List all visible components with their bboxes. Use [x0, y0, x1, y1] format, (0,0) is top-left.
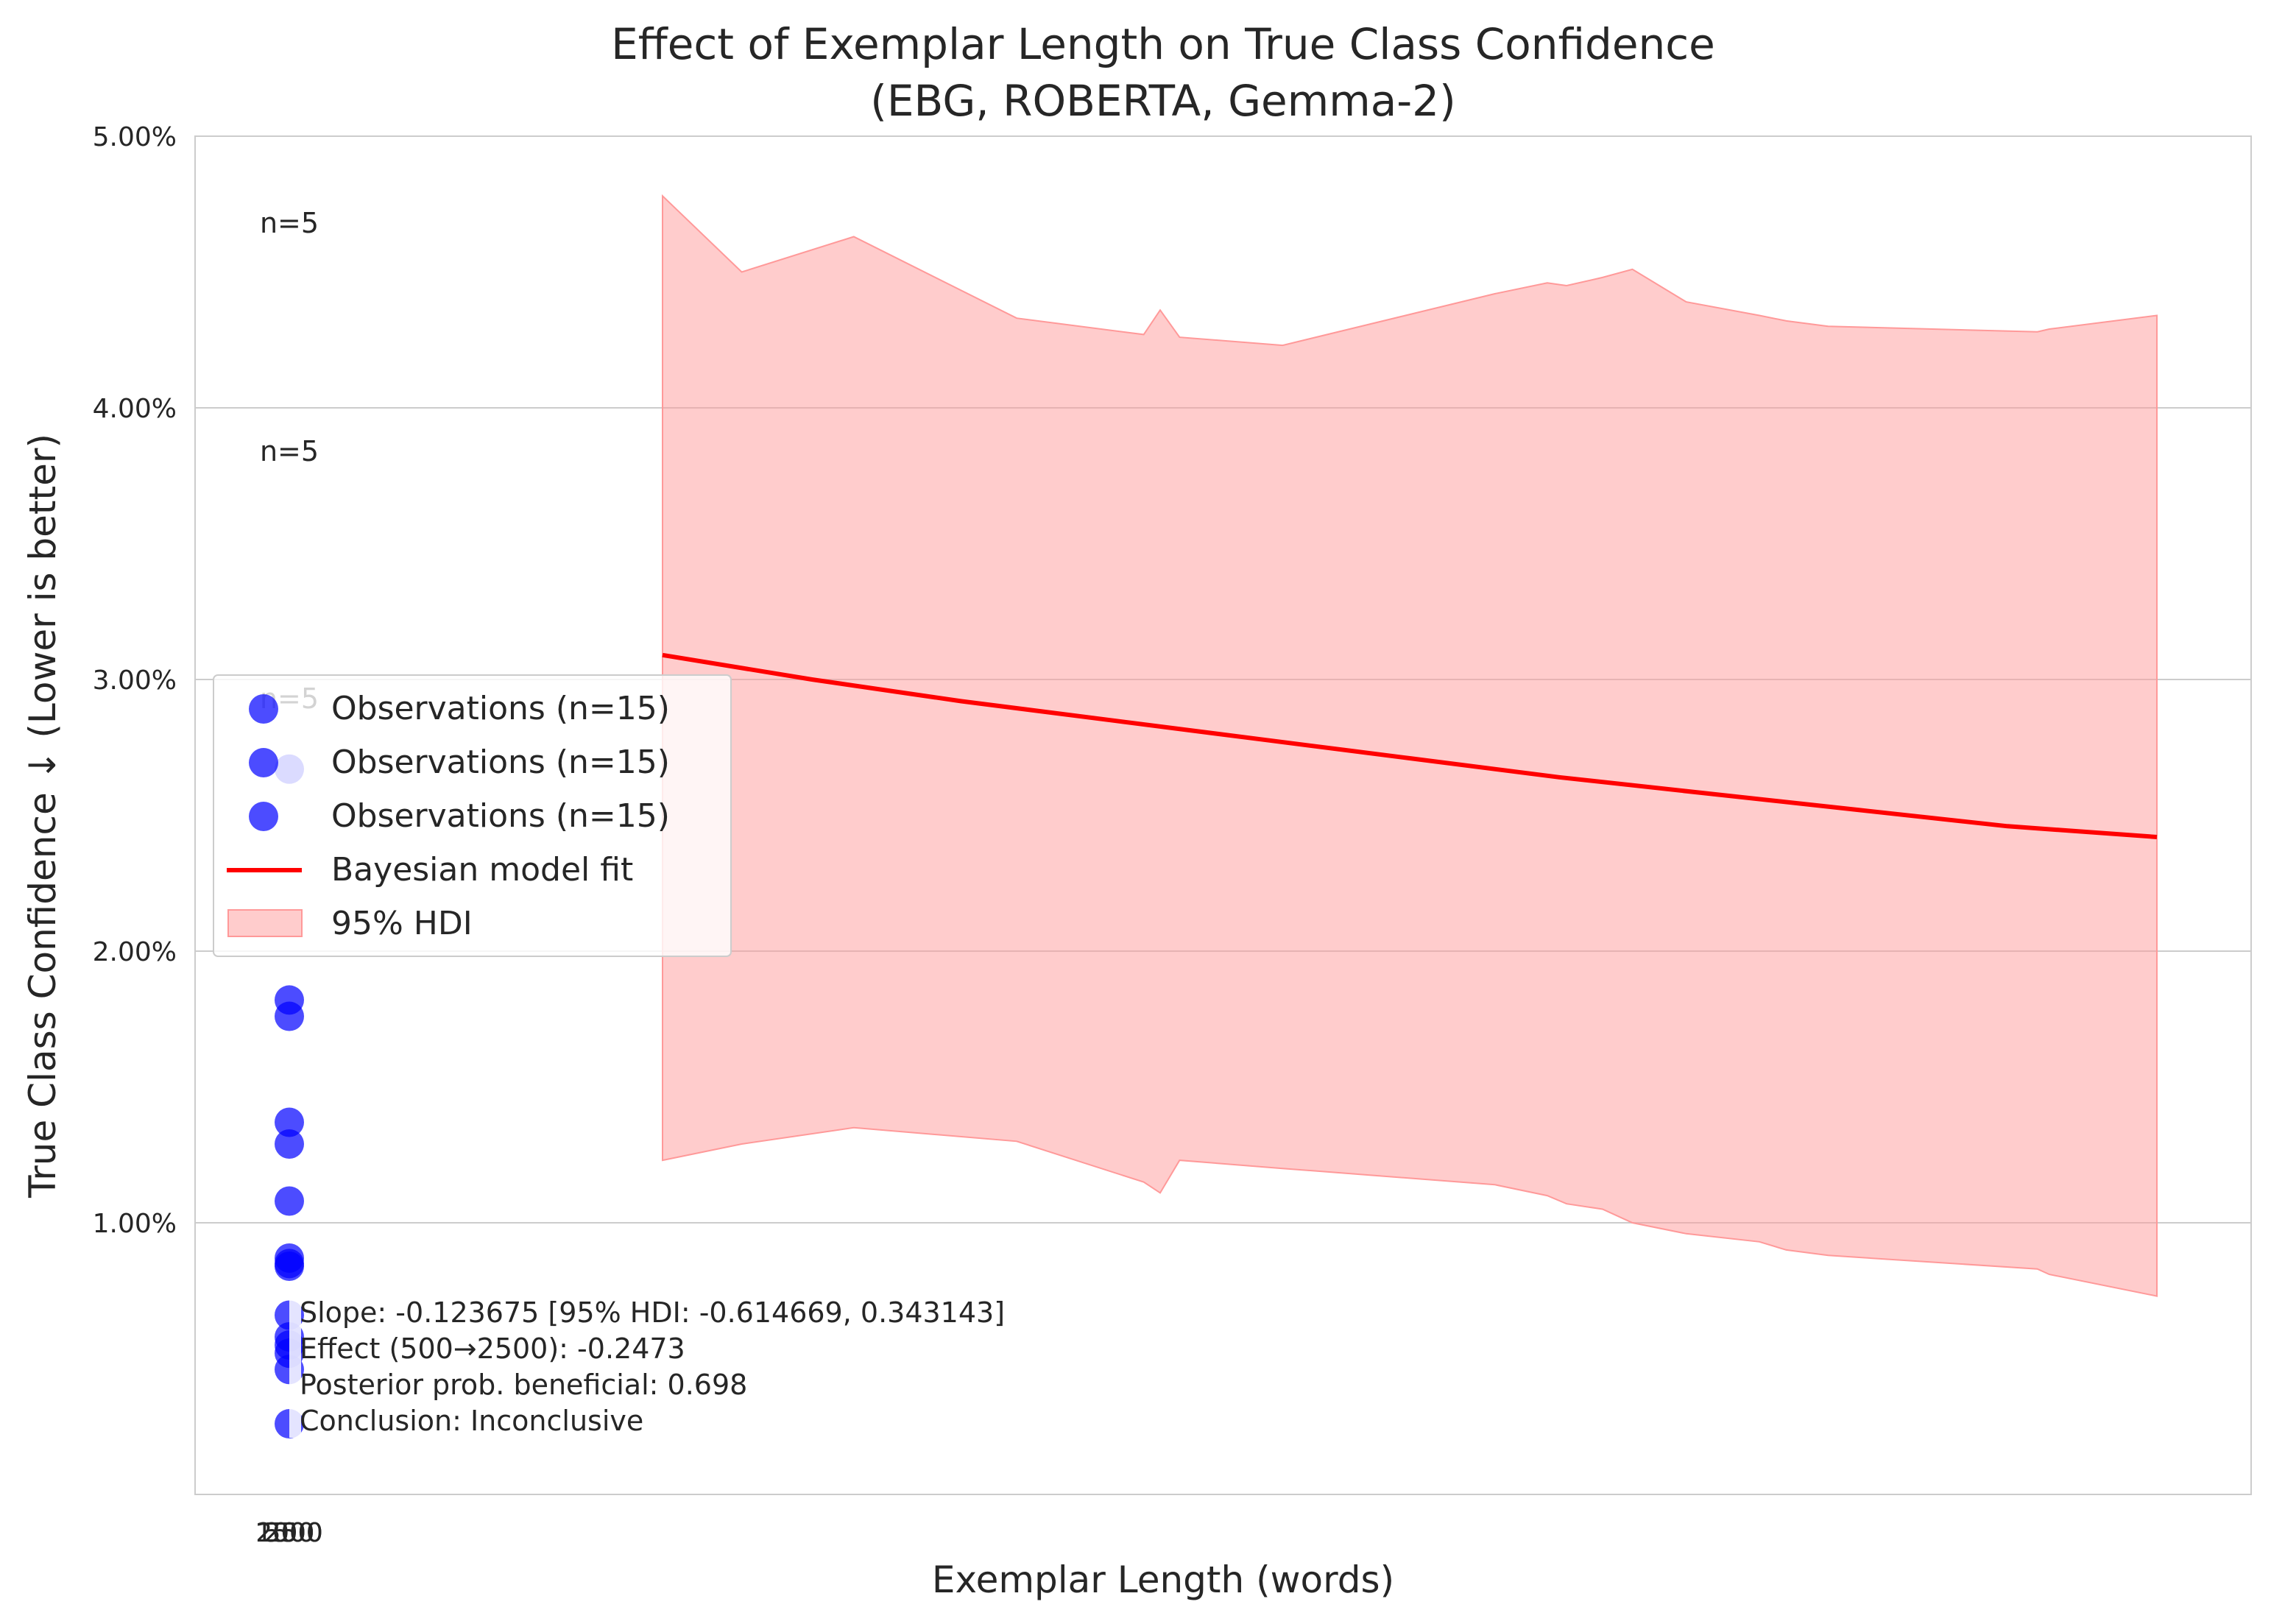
x-tick-label-1: 500 — [264, 1518, 315, 1548]
y-axis-label: True Class Confidence ↓ (Lower is better… — [21, 434, 64, 1198]
x-tick-label-3: 2500 — [255, 1518, 323, 1548]
y-tick-label-2: 3.00% — [93, 666, 177, 696]
stats-annotation: Slope: -0.123675 [95% HDI: -0.614669, 0.… — [289, 1287, 1005, 1438]
legend-frame — [213, 674, 732, 957]
y-tick-label-1: 2.00% — [93, 937, 177, 967]
y-tick-label-3: 4.00% — [93, 394, 177, 424]
plot-area: n=5n=5n=5 Slope: -0.123675 [95% HDI: -0.… — [194, 135, 2252, 1495]
annotation-line-0: Slope: -0.123675 [95% HDI: -0.614669, 0.… — [300, 1296, 1005, 1329]
annotation-line-2: Posterior prob. beneficial: 0.698 — [300, 1369, 747, 1401]
x-axis-label: Exemplar Length (words) — [932, 1558, 1394, 1601]
hdi-layer — [662, 194, 2158, 1297]
chart-title-line-1: Effect of Exemplar Length on True Class … — [611, 19, 1715, 69]
legend-label-observations-3: Observations (n=15) — [331, 797, 670, 835]
x-tick-label-2: 1000 — [255, 1518, 323, 1548]
legend-label-hdi: 95% HDI — [331, 905, 473, 942]
legend-label-observations-1: Observations (n=15) — [331, 690, 670, 727]
observation-point-0-8 — [275, 1251, 304, 1282]
observation-point-0-2 — [275, 1001, 304, 1031]
observation-point-0-4 — [275, 1129, 304, 1159]
observation-point-0-3 — [275, 1107, 304, 1137]
n-label-1: n=5 — [260, 435, 319, 467]
legend-marker-observations-3 — [249, 802, 278, 831]
annotation-line-3: Conclusion: Inconclusive — [300, 1405, 643, 1437]
observation-point-0-5 — [275, 1186, 304, 1216]
annotation-backdrop — [289, 1287, 301, 1438]
legend-marker-observations-1 — [249, 694, 278, 724]
legend-label-observations-2: Observations (n=15) — [331, 744, 670, 781]
fit-layer — [662, 652, 2158, 839]
legend-marker-observations-2 — [249, 748, 278, 777]
annotation-line-1: Effect (500→2500): -0.2473 — [300, 1332, 685, 1365]
y-tick-label-4: 5.00% — [93, 122, 177, 152]
n-label-0: n=5 — [260, 207, 319, 239]
x-tick-label-0: 250 — [264, 1518, 315, 1548]
legend-marker-hdi — [227, 909, 303, 937]
y-tick-label-0: 1.00% — [93, 1209, 177, 1239]
fit-line — [662, 652, 2158, 839]
y-axis-ticks: 1.00% 2.00% 3.00% 4.00% 5.00% — [93, 122, 177, 1239]
hdi-band — [662, 194, 2158, 1297]
chart-title-line-2: (EBG, ROBERTA, Gemma-2) — [870, 76, 1455, 126]
legend: Observations (n=15) Observations (n=15) … — [213, 674, 732, 957]
legend-label-fit: Bayesian model fit — [331, 851, 633, 889]
